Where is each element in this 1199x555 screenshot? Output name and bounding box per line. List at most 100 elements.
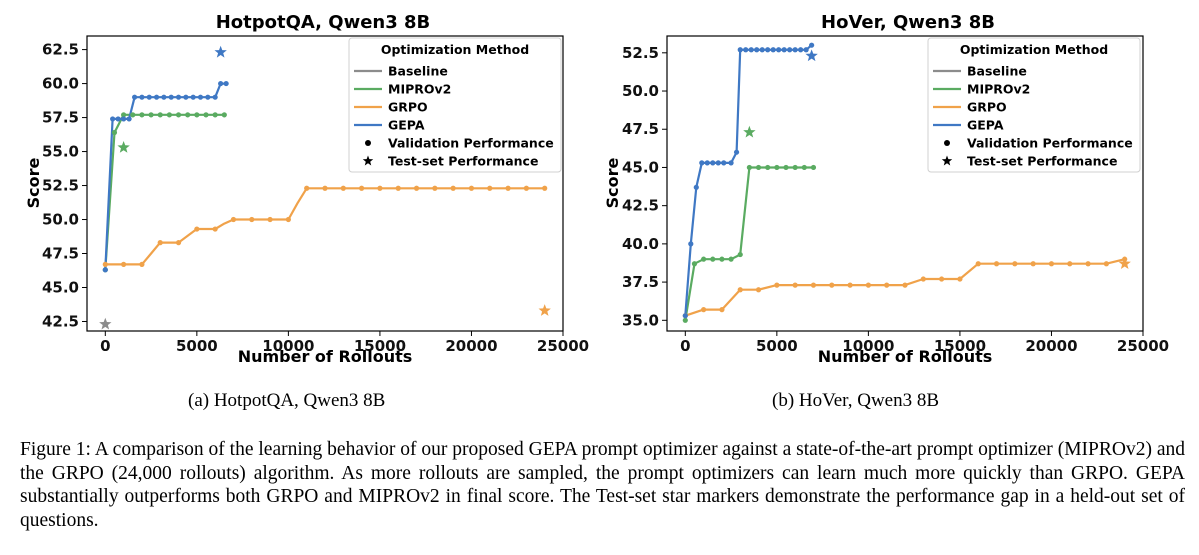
gepa-point bbox=[102, 267, 108, 273]
y-tick-label: 60.0 bbox=[42, 75, 79, 93]
grpo-point bbox=[413, 185, 420, 191]
gepa-point bbox=[809, 42, 815, 48]
grpo-point bbox=[865, 282, 871, 288]
gepa-point bbox=[787, 47, 793, 53]
miprov2-point bbox=[728, 256, 734, 262]
grpo-point bbox=[249, 216, 255, 223]
x-tick-label: 15000 bbox=[934, 337, 986, 355]
x-tick-label: 0 bbox=[100, 337, 110, 355]
chart-title: HotpotQA, Qwen3 8B bbox=[216, 12, 431, 33]
miprov2-point bbox=[194, 112, 200, 118]
grpo-point bbox=[975, 261, 981, 267]
miprov2-test-star bbox=[117, 140, 130, 153]
grpo-point bbox=[810, 282, 817, 288]
grpo-point bbox=[1085, 261, 1091, 267]
miprov2-line bbox=[684, 166, 814, 321]
gepa-point bbox=[721, 160, 727, 166]
miprov2-point bbox=[792, 164, 798, 171]
miprov2-point bbox=[737, 251, 743, 258]
legend-label-baseline: Baseline bbox=[388, 64, 448, 79]
grpo-point bbox=[719, 307, 725, 313]
grpo-point bbox=[139, 261, 145, 267]
gepa-point bbox=[728, 160, 734, 166]
gepa-point bbox=[161, 94, 167, 100]
legend-title: Optimization Method bbox=[960, 42, 1108, 57]
legend-label-miprov2: MIPROv2 bbox=[388, 82, 451, 97]
grpo-point bbox=[939, 276, 945, 282]
gepa-point bbox=[765, 47, 771, 53]
gepa-point bbox=[126, 116, 132, 122]
gepa-point bbox=[190, 94, 196, 100]
x-tick-label: 5000 bbox=[756, 337, 798, 355]
miprov2-point bbox=[185, 112, 191, 118]
figure-caption: Figure 1: A comparison of the learning b… bbox=[20, 439, 1185, 531]
grpo-line bbox=[105, 187, 545, 266]
legend-box bbox=[348, 37, 562, 173]
chart-hotpotqa: HotpotQA, Qwen3 8B 0 5000 10000 15000 20000 2… bbox=[24, 12, 589, 366]
grpo-point bbox=[450, 185, 456, 191]
miprov2-point bbox=[166, 112, 172, 118]
grpo-point bbox=[432, 185, 438, 191]
subcaption-a: (a) HotpotQA, Qwen3 8B bbox=[188, 390, 386, 411]
legend-label-validation-performance: Validation Performance bbox=[967, 136, 1133, 151]
subcaption-b: (b) HoVer, Qwen3 8B bbox=[772, 390, 940, 411]
y-tick-label: 52.5 bbox=[622, 44, 659, 62]
miprov2-point bbox=[801, 164, 807, 171]
y-tick-label: 42.5 bbox=[42, 312, 79, 330]
grpo-point bbox=[920, 276, 926, 282]
y-tick-label: 37.5 bbox=[622, 273, 659, 291]
miprov2-point bbox=[755, 164, 762, 171]
gepa-point bbox=[781, 47, 787, 53]
grpo-point bbox=[902, 282, 908, 288]
grpo-point bbox=[304, 185, 310, 191]
grpo-point bbox=[377, 185, 383, 191]
gepa-point bbox=[748, 47, 754, 53]
grpo-point bbox=[755, 287, 762, 293]
miprov2-point bbox=[111, 129, 118, 136]
legend-title: Optimization Method bbox=[381, 42, 529, 57]
y-axis-label: Score bbox=[603, 157, 622, 208]
miprov2-point bbox=[691, 261, 698, 267]
grpo-point bbox=[121, 261, 127, 267]
x-tick-label: 25000 bbox=[537, 337, 589, 355]
grpo-point bbox=[792, 282, 798, 288]
x-tick-label: 25000 bbox=[1117, 337, 1169, 355]
legend-swatch-validation-performance bbox=[365, 140, 371, 146]
grpo-test-star bbox=[1118, 257, 1131, 269]
gepa-point bbox=[803, 47, 809, 53]
legend-box bbox=[927, 37, 1141, 173]
grpo-point bbox=[322, 185, 328, 191]
gepa-point bbox=[168, 94, 174, 100]
gepa-point bbox=[205, 94, 211, 100]
legend-label-gepa: GEPA bbox=[388, 118, 425, 133]
gepa-point bbox=[183, 94, 189, 100]
y-tick-label: 42.5 bbox=[622, 197, 659, 215]
gepa-point bbox=[710, 160, 716, 166]
gepa-point bbox=[223, 80, 229, 87]
legend-swatch-test-set-performance bbox=[362, 155, 374, 166]
legend-swatch-test-set-performance bbox=[941, 155, 953, 166]
miprov2-point bbox=[221, 112, 227, 118]
y-tick-label: 45.0 bbox=[622, 158, 659, 176]
x-tick-label: 20000 bbox=[445, 337, 497, 355]
gepa-test-star bbox=[805, 49, 818, 62]
miprov2-point bbox=[701, 256, 707, 262]
y-tick-label: 55.0 bbox=[42, 143, 79, 161]
grpo-point bbox=[175, 240, 182, 246]
gepa-point bbox=[770, 47, 776, 53]
miprov2-point bbox=[175, 112, 182, 118]
grpo-point bbox=[487, 185, 493, 191]
miprov2-point bbox=[774, 164, 780, 171]
gepa-point bbox=[743, 47, 749, 53]
x-tick-label: 5000 bbox=[176, 337, 218, 355]
plot-frame bbox=[86, 35, 564, 332]
grpo-point bbox=[1048, 261, 1055, 267]
gepa-point bbox=[704, 160, 710, 166]
gepa-point bbox=[121, 116, 127, 122]
miprov2-point bbox=[783, 164, 789, 171]
gepa-point bbox=[798, 47, 804, 53]
gepa-point bbox=[132, 94, 138, 100]
legend-label-baseline: Baseline bbox=[967, 64, 1027, 79]
miprov2-point bbox=[810, 164, 817, 171]
gepa-test-star bbox=[214, 45, 227, 58]
